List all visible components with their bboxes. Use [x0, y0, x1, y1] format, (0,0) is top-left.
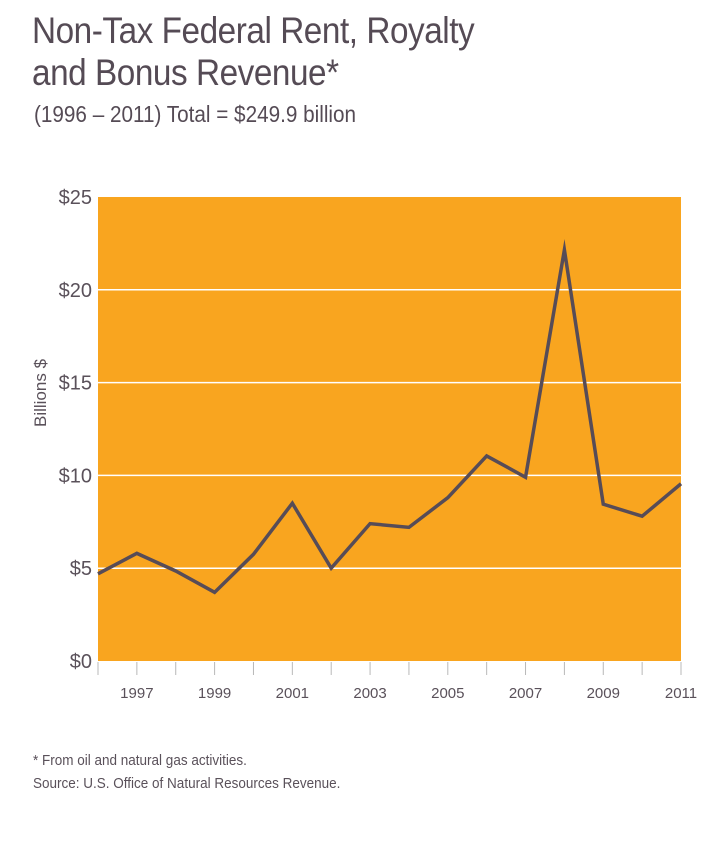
chart-title: Non-Tax Federal Rent, Royalty and Bonus …: [32, 10, 536, 94]
y-tick-label: $0: [70, 651, 92, 673]
y-axis-label: Billions $: [31, 358, 50, 427]
x-axis-ticks: [97, 662, 682, 675]
x-axis-tick-labels: 1997 1999 2001 2003 2005 2007 2009 2011: [120, 685, 697, 702]
x-tick-label: 2007: [509, 685, 542, 702]
y-tick-label: $25: [59, 187, 92, 209]
y-tick-label: $15: [59, 373, 92, 395]
chart-title-line2: and Bonus Revenue*: [32, 52, 339, 93]
y-tick-label: $10: [59, 465, 92, 487]
x-tick-label: 2011: [665, 685, 697, 702]
series-line: [97, 238, 683, 595]
x-tick-label: 1999: [198, 685, 231, 702]
x-tick-label: 1997: [120, 685, 153, 702]
x-tick-label: 2001: [276, 685, 309, 702]
footnote: * From oil and natural gas activities.: [33, 752, 247, 769]
x-tick-label: 2009: [587, 685, 620, 702]
y-tick-label: $5: [70, 558, 92, 580]
chart-title-line1: Non-Tax Federal Rent, Royalty: [32, 10, 475, 51]
chart-subtitle: (1996 – 2011) Total = $249.9 billion: [34, 101, 357, 127]
y-tick-label: $20: [59, 280, 92, 302]
series-group: [97, 238, 683, 595]
plot-area: [98, 197, 681, 661]
x-tick-label: 2005: [431, 685, 464, 702]
source-note: Source: U.S. Office of Natural Resources…: [33, 775, 341, 792]
y-axis-tick-labels: $0 $5 $10 $15 $20 $25: [59, 187, 92, 673]
x-tick-label: 2003: [353, 685, 386, 702]
